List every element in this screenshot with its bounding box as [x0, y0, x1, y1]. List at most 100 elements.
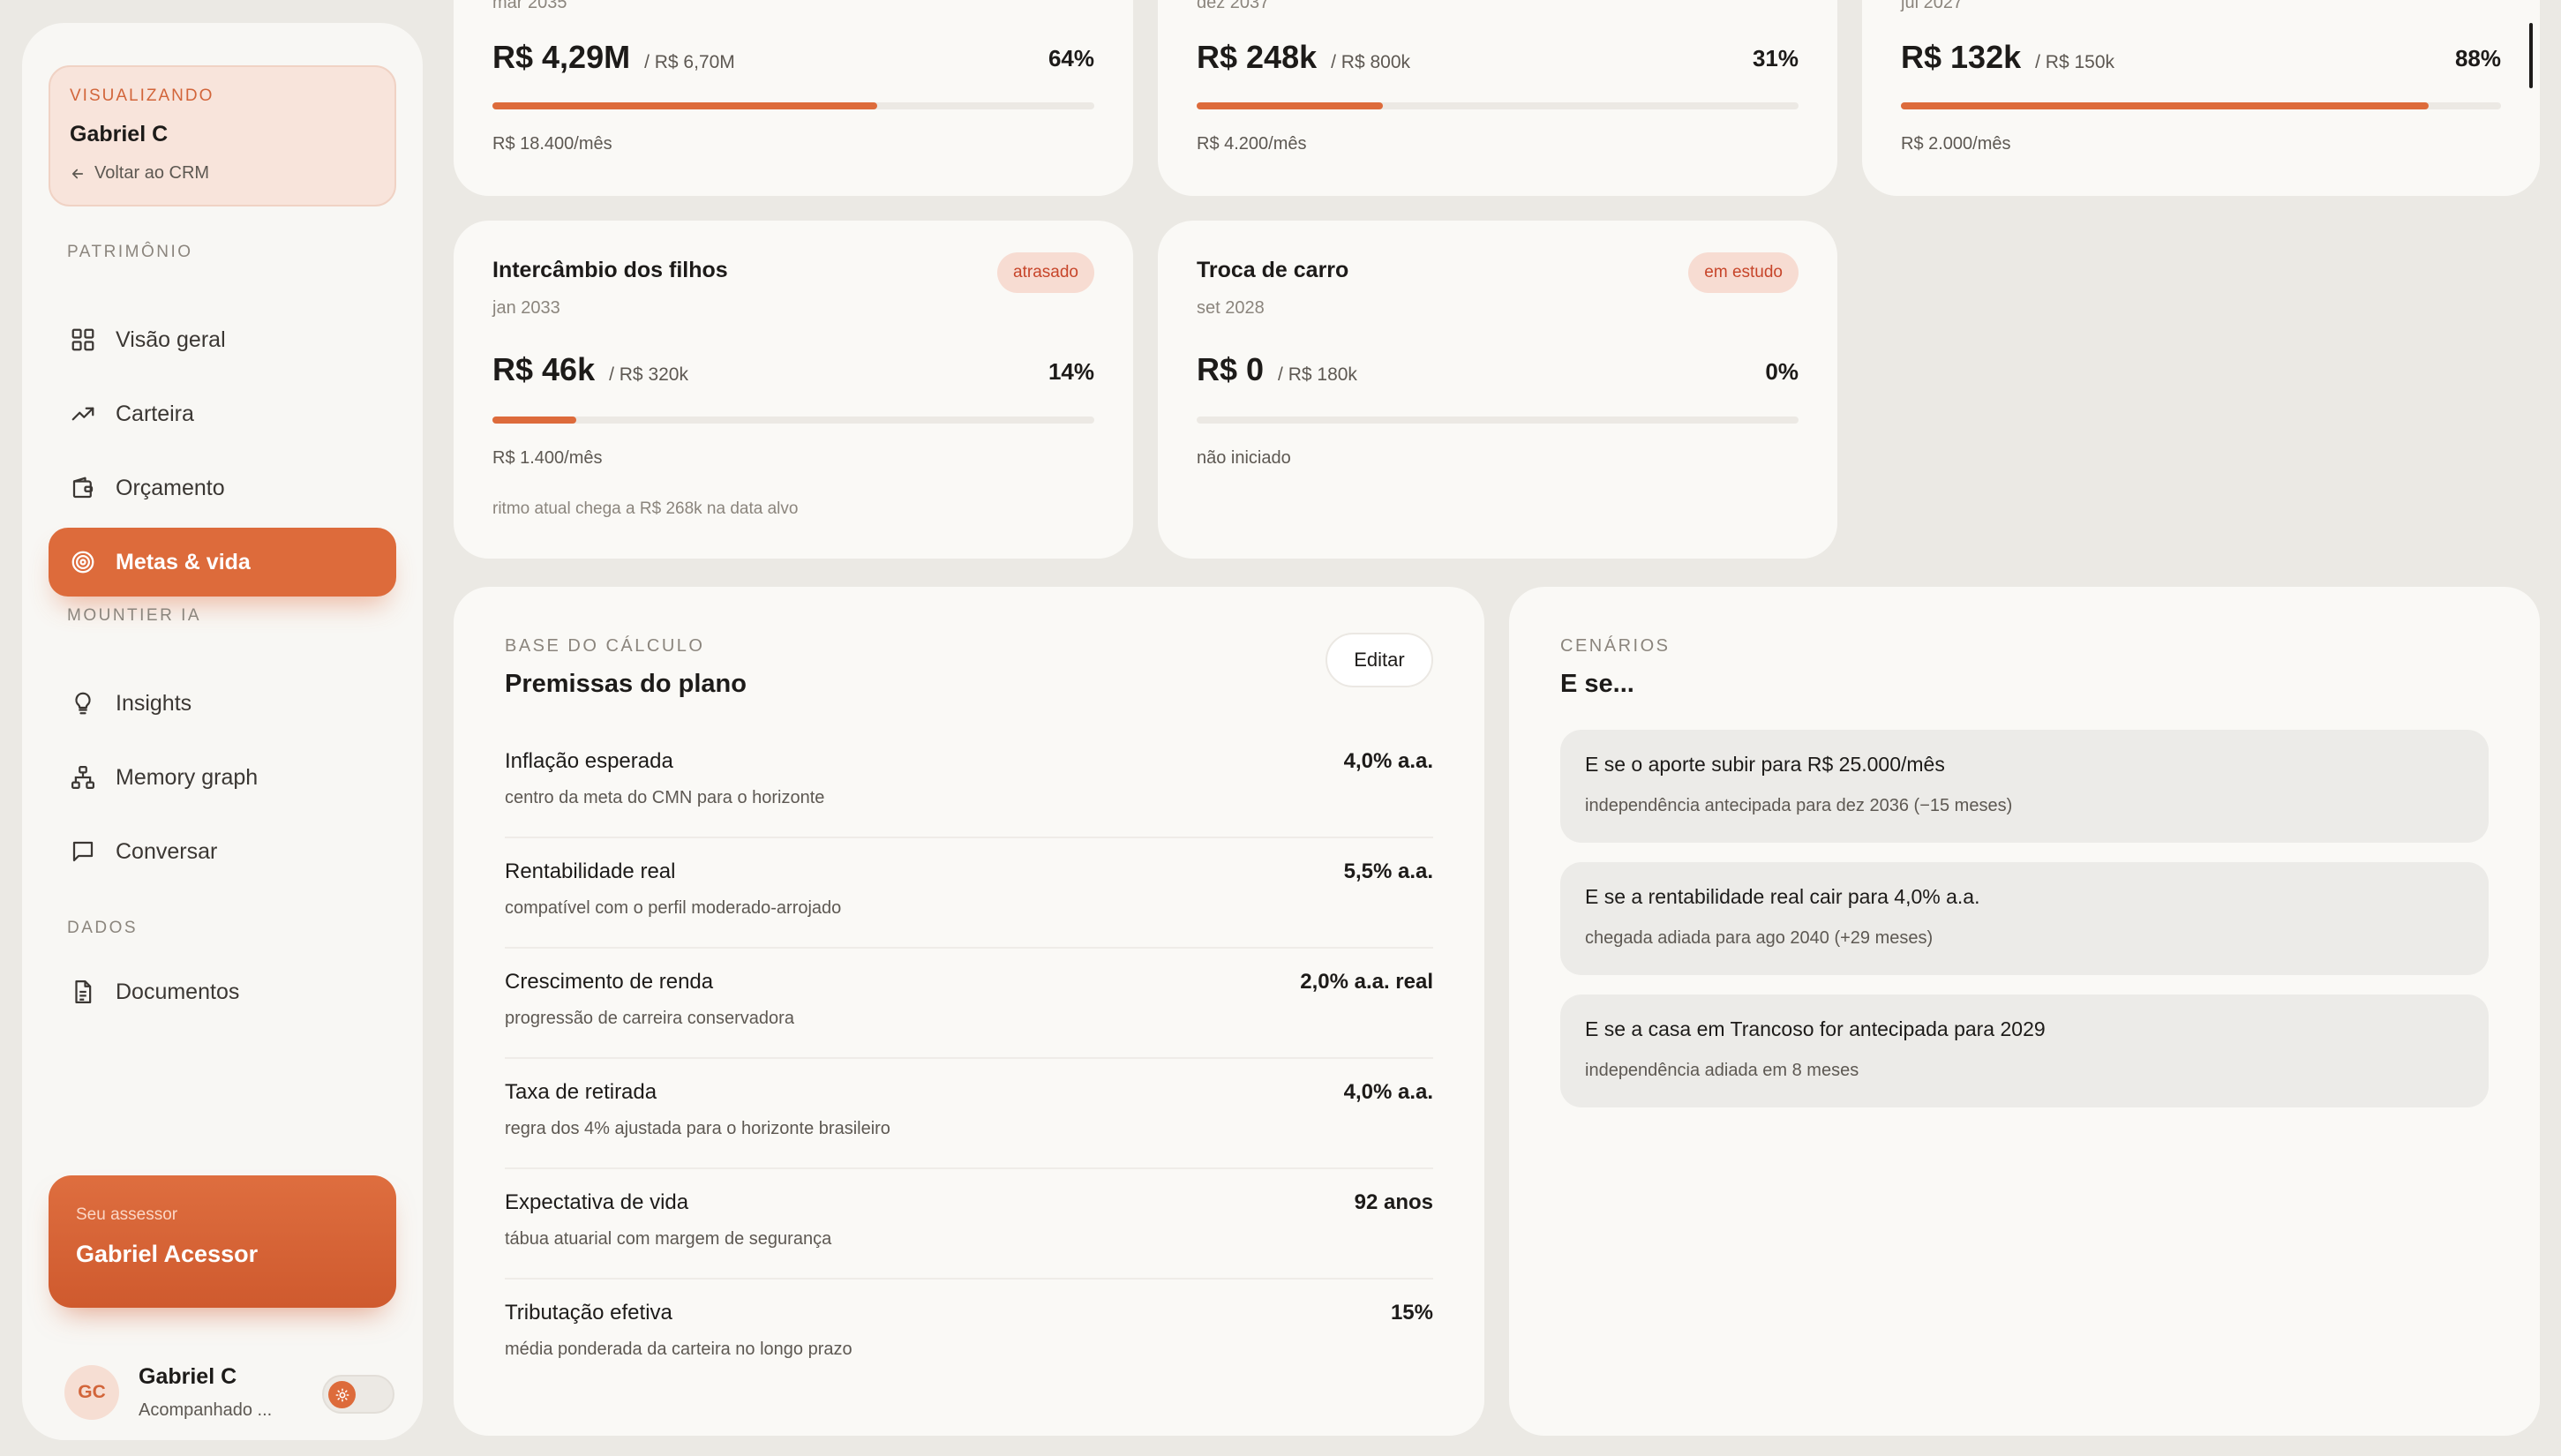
- goal-amount: R$ 132k: [1901, 39, 2022, 75]
- goal-date: dez 2037: [1197, 0, 1270, 12]
- goal-target: / R$ 180k: [1278, 364, 1357, 385]
- sidebar-item-label: Documentos: [116, 979, 240, 1004]
- goal-title: Intercâmbio dos filhos: [492, 258, 728, 282]
- scenario-desc: independência adiada em 8 meses: [1585, 1061, 1859, 1080]
- assumption-desc: média ponderada da carteira no longo pra…: [505, 1340, 852, 1359]
- scenario-title: E se o aporte subir para R$ 25.000/mês: [1585, 753, 1945, 776]
- assumption-value: 92 anos: [1354, 1190, 1433, 1214]
- goal-date: set 2028: [1197, 298, 1265, 318]
- progress-fill: [492, 417, 577, 424]
- goal-card[interactable]: jul 2027 R$ 132k / R$ 150k 88% R$ 2.000/…: [1862, 0, 2540, 196]
- scenario-item[interactable]: E se a casa em Trancoso for antecipada p…: [1560, 994, 2489, 1107]
- assumption-value: 4,0% a.a.: [1343, 1080, 1433, 1104]
- goal-card[interactable]: dez 2037 R$ 248k / R$ 800k 31% R$ 4.200/…: [1158, 0, 1837, 196]
- assumption-desc: regra dos 4% ajustada para o horizonte b…: [505, 1119, 890, 1138]
- assumption-row: Rentabilidade real compatível com o perf…: [505, 838, 1433, 949]
- goal-date: jul 2027: [1901, 0, 1964, 12]
- sidebar-item-orcamento[interactable]: Orçamento: [49, 454, 396, 522]
- goal-amount: R$ 0: [1197, 351, 1265, 387]
- section-label-patrimonio: PATRIMÔNIO: [67, 243, 193, 261]
- goal-amount-row: R$ 0 / R$ 180k: [1197, 351, 1357, 388]
- assumption-desc: tábua atuarial com margem de segurança: [505, 1229, 832, 1249]
- cenarios-card: CENÁRIOS E se... E se o aporte subir par…: [1509, 587, 2540, 1436]
- assumption-row: Tributação efetiva média ponderada da ca…: [505, 1280, 1433, 1390]
- premissas-card: BASE DO CÁLCULO Premissas do plano Edita…: [454, 587, 1484, 1436]
- theme-toggle[interactable]: [322, 1375, 394, 1414]
- wallet-icon: [72, 477, 94, 499]
- status-badge: atrasado: [997, 252, 1094, 293]
- assumption-row: Inflação esperada centro da meta do CMN …: [505, 728, 1433, 838]
- sidebar: VISUALIZANDO Gabriel C Voltar ao CRM PAT…: [22, 23, 423, 1440]
- scenario-desc: chegada adiada para ago 2040 (+29 meses): [1585, 928, 1934, 948]
- scrollbar-thumb[interactable]: [2529, 23, 2533, 88]
- trend-up-icon: [71, 407, 94, 421]
- scenario-desc: independência antecipada para dez 2036 (…: [1585, 796, 2013, 815]
- graph-icon: [71, 766, 94, 789]
- goal-amount-row: R$ 132k / R$ 150k: [1901, 39, 2114, 76]
- target-icon: [71, 551, 94, 574]
- goal-amount-row: R$ 4,29M / R$ 6,70M: [492, 39, 735, 76]
- viewing-client-name: Gabriel C: [70, 122, 169, 146]
- goal-percent: 0%: [1765, 358, 1799, 385]
- lightbulb-icon: [75, 692, 91, 715]
- premissas-title: Premissas do plano: [505, 670, 747, 698]
- edit-button[interactable]: Editar: [1326, 633, 1433, 687]
- back-to-crm-link[interactable]: Voltar ao CRM: [70, 163, 375, 184]
- sidebar-item-carteira[interactable]: Carteira: [49, 379, 396, 448]
- section-label-mountier-ia: MOUNTIER IA: [67, 606, 202, 625]
- progress-fill: [1901, 102, 2430, 109]
- sidebar-item-label: Orçamento: [116, 475, 225, 500]
- assumption-row: Crescimento de renda progressão de carre…: [505, 949, 1433, 1059]
- goal-percent: 64%: [1048, 45, 1094, 71]
- sidebar-item-insights[interactable]: Insights: [49, 669, 396, 738]
- assumption-desc: compatível com o perfil moderado-arrojad…: [505, 898, 842, 918]
- sidebar-item-memory-graph[interactable]: Memory graph: [49, 743, 396, 812]
- sidebar-item-conversar[interactable]: Conversar: [49, 817, 396, 886]
- progress-fill: [1197, 102, 1384, 109]
- sun-icon: [335, 1388, 349, 1401]
- goal-card-troca-carro[interactable]: Troca de carro em estudo set 2028 R$ 0 /…: [1158, 221, 1837, 559]
- advisor-name: Gabriel Acessor: [76, 1241, 259, 1267]
- back-to-crm-label: Voltar ao CRM: [94, 163, 210, 183]
- assumption-desc: progressão de carreira conservadora: [505, 1009, 794, 1028]
- goal-card-intercambio[interactable]: Intercâmbio dos filhos atrasado jan 2033…: [454, 221, 1133, 559]
- scenario-item[interactable]: E se o aporte subir para R$ 25.000/mês i…: [1560, 730, 2489, 843]
- assumption-name: Rentabilidade real: [505, 859, 676, 883]
- goal-date: jan 2033: [492, 298, 560, 318]
- goal-card[interactable]: mar 2035 R$ 4,29M / R$ 6,70M 64% R$ 18.4…: [454, 0, 1133, 196]
- goal-amount: R$ 248k: [1197, 39, 1318, 75]
- goal-projection-note: ritmo atual chega a R$ 268k na data alvo: [492, 499, 799, 518]
- goal-percent: 88%: [2454, 45, 2501, 71]
- document-icon: [75, 980, 92, 1003]
- goal-amount-row: R$ 248k / R$ 800k: [1197, 39, 1410, 76]
- sidebar-item-visao-geral[interactable]: Visão geral: [49, 305, 396, 374]
- goal-percent: 31%: [1752, 45, 1799, 71]
- chat-icon: [72, 841, 94, 862]
- scenario-item[interactable]: E se a rentabilidade real cair para 4,0%…: [1560, 862, 2489, 975]
- assumption-name: Inflação esperada: [505, 749, 673, 773]
- sidebar-item-label: Conversar: [116, 838, 218, 864]
- goal-target: / R$ 320k: [609, 364, 688, 385]
- goal-amount-row: R$ 46k / R$ 320k: [492, 351, 688, 388]
- progress-bar: [492, 417, 1094, 424]
- goal-monthly: R$ 18.400/mês: [492, 134, 612, 154]
- user-name: Gabriel C: [139, 1364, 237, 1389]
- goal-monthly: R$ 4.200/mês: [1197, 134, 1307, 154]
- status-badge: em estudo: [1688, 252, 1799, 293]
- sidebar-item-documentos[interactable]: Documentos: [49, 957, 396, 1026]
- assumption-row: Taxa de retirada regra dos 4% ajustada p…: [505, 1059, 1433, 1169]
- assumption-value: 2,0% a.a. real: [1300, 970, 1433, 994]
- sidebar-item-metas-vida[interactable]: Metas & vida: [49, 528, 396, 597]
- assumption-name: Taxa de retirada: [505, 1080, 657, 1104]
- goal-date: mar 2035: [492, 0, 567, 12]
- assumption-desc: centro da meta do CMN para o horizonte: [505, 788, 825, 807]
- goal-target: / R$ 6,70M: [644, 52, 735, 72]
- scenario-title: E se a casa em Trancoso for antecipada p…: [1585, 1017, 2046, 1040]
- advisor-card[interactable]: Seu assessor Gabriel Acessor: [49, 1175, 396, 1308]
- assumption-row: Expectativa de vida tábua atuarial com m…: [505, 1169, 1433, 1280]
- sidebar-item-label: Visão geral: [116, 326, 226, 352]
- progress-bar: [1901, 102, 2501, 109]
- assumption-name: Expectativa de vida: [505, 1190, 689, 1214]
- user-profile[interactable]: GC Gabriel C Acompanhado ...: [64, 1357, 400, 1428]
- goal-target: / R$ 800k: [1331, 52, 1410, 72]
